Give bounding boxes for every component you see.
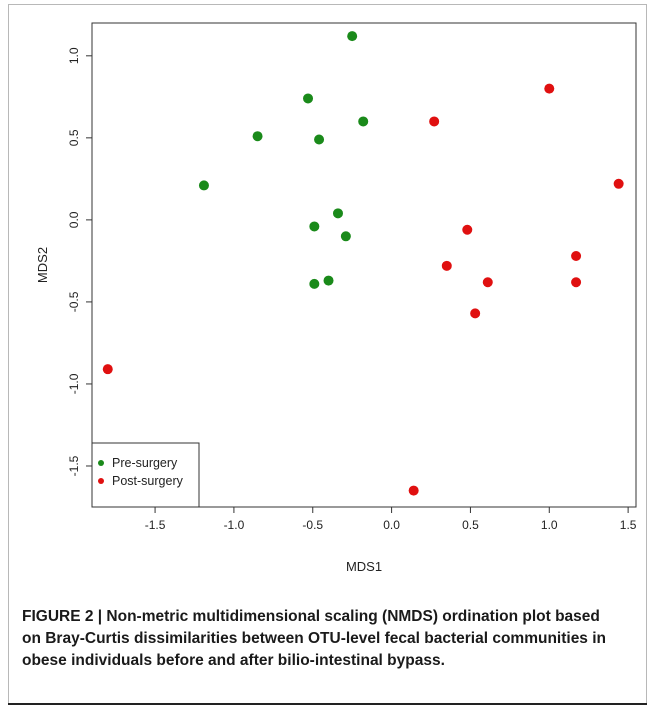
pre-surgery-point xyxy=(252,131,263,142)
post-surgery-point xyxy=(462,224,473,235)
x-axis-title: MDS1 xyxy=(346,559,382,574)
x-tick-label: -1.0 xyxy=(224,518,245,532)
plot-box xyxy=(91,22,637,508)
x-tick-label: -0.5 xyxy=(302,518,323,532)
y-tick-label: -1.0 xyxy=(67,373,81,394)
post-surgery-point xyxy=(408,485,419,496)
pre-surgery-point xyxy=(340,231,351,242)
pre-surgery-point xyxy=(358,116,369,127)
legend-marker xyxy=(98,460,104,466)
legend-marker xyxy=(98,478,104,484)
post-surgery-point xyxy=(544,83,555,94)
post-surgery-point xyxy=(429,116,440,127)
x-tick-label: 1.5 xyxy=(620,518,637,532)
post-surgery-point xyxy=(441,260,452,271)
y-tick-label: -0.5 xyxy=(67,291,81,312)
figure-frame xyxy=(8,4,647,704)
x-tick-label: -1.5 xyxy=(145,518,166,532)
pre-surgery-point xyxy=(309,278,320,289)
y-tick-label: 0.0 xyxy=(67,211,81,228)
legend-label: Pre-surgery xyxy=(112,456,178,470)
y-tick-label: -1.5 xyxy=(67,455,81,476)
pre-surgery-point xyxy=(347,31,358,42)
post-surgery-point xyxy=(571,277,582,288)
pre-surgery-point xyxy=(332,208,343,219)
x-tick-label: 1.0 xyxy=(541,518,558,532)
legend-label: Post-surgery xyxy=(112,474,184,488)
legend-box xyxy=(91,442,200,508)
post-surgery-point xyxy=(482,277,493,288)
pre-surgery-point xyxy=(303,93,314,104)
pre-surgery-point xyxy=(309,221,320,232)
pre-surgery-point xyxy=(314,134,325,145)
pre-surgery-point xyxy=(198,180,209,191)
y-tick-label: 1.0 xyxy=(67,47,81,64)
x-tick-label: 0.5 xyxy=(462,518,479,532)
figure-caption: FIGURE 2 | Non-metric multidimensional s… xyxy=(22,608,607,669)
post-surgery-point xyxy=(470,308,481,319)
nmds-scatter-plot: -1.5 -1.0 -0.5 0.0 0.5 1.0 1.5 -1.5 -1.0 -0.5 0.0 0… xyxy=(35,22,637,574)
y-tick-label: 0.5 xyxy=(67,129,81,146)
x-tick-label: 0.0 xyxy=(383,518,400,532)
bottom-rule xyxy=(8,703,647,705)
post-surgery-point xyxy=(613,178,624,189)
post-surgery-point xyxy=(102,364,113,375)
pre-surgery-point xyxy=(323,275,334,286)
post-surgery-point xyxy=(571,250,582,261)
y-axis-title: MDS2 xyxy=(35,247,50,283)
